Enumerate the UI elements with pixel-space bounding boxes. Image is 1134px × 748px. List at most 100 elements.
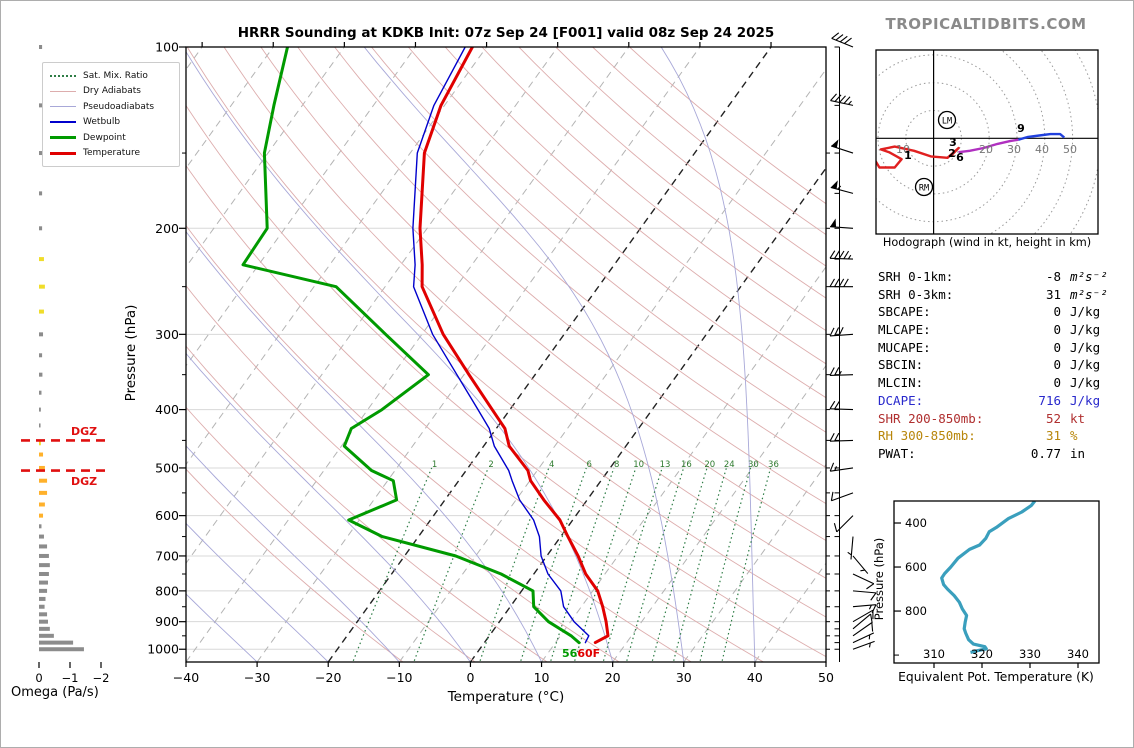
temp-tick-label: 20	[605, 670, 621, 685]
hodo-height-label: 9	[1017, 122, 1025, 135]
pressure-axis-label: Pressure (hPa)	[123, 304, 139, 402]
omega-axis-label: Omega (Pa/s)	[11, 685, 99, 700]
wind-barb	[833, 515, 854, 533]
pseudo-line-sample	[50, 106, 76, 108]
wetbulb-line-sample	[50, 121, 76, 124]
omega-bar	[39, 332, 44, 337]
wind-barb	[852, 609, 874, 623]
omega-bar	[39, 571, 49, 576]
omega-bar	[39, 423, 41, 428]
thetae-curve	[940, 501, 1037, 654]
thetae-xtick-label: 310	[923, 647, 945, 661]
stat-row: RH 300-850mb: 31%	[878, 428, 1130, 446]
dry-line-sample	[50, 90, 76, 92]
omega-bar	[39, 502, 45, 507]
stat-value: 52	[1045, 410, 1061, 426]
surface-temperature-f: 60F	[577, 647, 601, 660]
omega-bar	[39, 596, 46, 601]
mixing-ratio-label: 1	[432, 460, 437, 470]
mixratio-line-sample	[50, 74, 76, 77]
omega-bar	[39, 372, 43, 377]
wind-barb	[852, 555, 869, 574]
omega-bar	[39, 633, 54, 638]
omega-bar	[39, 103, 43, 108]
stat-unit: J/kg	[1070, 322, 1101, 338]
wind-barb	[829, 400, 854, 411]
wind-barb	[830, 93, 854, 106]
page-title: HRRR Sounding at KDKB Init: 07z Sep 24 […	[237, 25, 775, 41]
thetae-axis-label: Equivalent Pot. Temperature (K)	[898, 670, 1094, 684]
legend-item-label: Dry Adiabats	[83, 86, 141, 97]
mixing-ratio-label: 2	[488, 460, 493, 470]
wind-barb	[852, 632, 875, 644]
wind-barb	[829, 367, 854, 377]
stat-unit: m²s⁻²	[1070, 286, 1108, 302]
mixing-ratio-label: 36	[768, 460, 779, 470]
omega-bar	[39, 257, 44, 262]
hodo-ring-label: 40	[1035, 143, 1049, 156]
hodo-ring-label: 30	[1007, 143, 1021, 156]
stat-value: 31	[1045, 428, 1061, 444]
omega-bar	[39, 544, 48, 549]
thetae-xtick-label: 330	[1019, 647, 1041, 661]
mixing-ratio-label: 4	[549, 460, 554, 470]
pressure-tick-label: 900	[155, 614, 179, 629]
hodo-ring-label: 50	[1063, 143, 1077, 156]
legend-item-dewpoint: Dewpoint	[50, 130, 172, 146]
temp-tick-label: 30	[676, 670, 692, 685]
wind-barb	[852, 622, 874, 637]
omega-bar	[39, 478, 48, 483]
omega-bar	[39, 580, 48, 585]
omega-tick-label: −2	[93, 671, 110, 685]
wind-barb	[847, 536, 854, 560]
wind-barb	[830, 180, 854, 194]
mixing-ratio-label: 20	[704, 460, 715, 470]
skewt-background: 1 2 4 6 8 10 13 16 20 24 30 36	[186, 47, 826, 662]
temperature-trace	[418, 47, 610, 645]
hodo-trace-3-6km	[958, 138, 1019, 154]
thetae-ytick-label: 800	[905, 604, 927, 618]
wind-barb	[852, 613, 873, 630]
legend-item-label: Wetbulb	[83, 117, 121, 128]
hodo-trace-0-3km	[876, 145, 960, 169]
stat-unit: J/kg	[1070, 304, 1101, 320]
pressure-tick-label: 700	[155, 548, 179, 563]
temperature-line-sample	[50, 151, 76, 155]
wind-barb-column	[829, 32, 877, 662]
wind-barb	[852, 573, 875, 590]
stat-value: 0	[1053, 304, 1061, 320]
thetae-xtick-label: 340	[1067, 647, 1089, 661]
wind-barb	[831, 32, 854, 48]
legend-item-label: Dewpoint	[83, 132, 126, 143]
stat-label: MUCAPE:	[878, 339, 931, 355]
omega-bar	[39, 441, 41, 446]
thetae-xtick-label: 320	[971, 647, 993, 661]
wind-barb	[830, 491, 854, 502]
hodograph-caption: Hodograph (wind in kt, height in km)	[882, 236, 1092, 249]
legend-item-label: Pseudoadiabats	[83, 101, 155, 112]
wind-barb	[829, 432, 854, 442]
stat-unit: %	[1070, 428, 1078, 444]
omega-bar	[39, 534, 44, 539]
omega-bar	[39, 45, 43, 49]
hodo-height-label: 1	[904, 149, 912, 162]
wind-barb	[829, 278, 853, 288]
omega-panel: 0 −1 −2	[21, 45, 109, 685]
storm-motion-marker	[937, 110, 957, 130]
pressure-tick-label: 600	[155, 508, 179, 523]
stat-label: SRH 0-1km:	[878, 269, 954, 284]
wind-barb	[830, 139, 854, 154]
stat-row: MUCAPE: 0 J/kg	[878, 340, 1130, 358]
stat-unit: J/kg	[1070, 357, 1101, 373]
omega-bar	[39, 588, 48, 593]
watermark-logo: TROPICALTIDBITS.COM	[885, 15, 1087, 33]
stat-value: -8	[1045, 269, 1061, 284]
stat-row: SBCAPE: 0 J/kg	[878, 304, 1130, 322]
omega-bar	[39, 226, 43, 231]
omega-bar	[39, 626, 50, 631]
thetae-ytick-label: 400	[905, 516, 927, 530]
omega-bar	[39, 640, 74, 645]
stat-label: MLCIN:	[878, 375, 924, 391]
hodo-ring-label: 10	[896, 143, 910, 156]
